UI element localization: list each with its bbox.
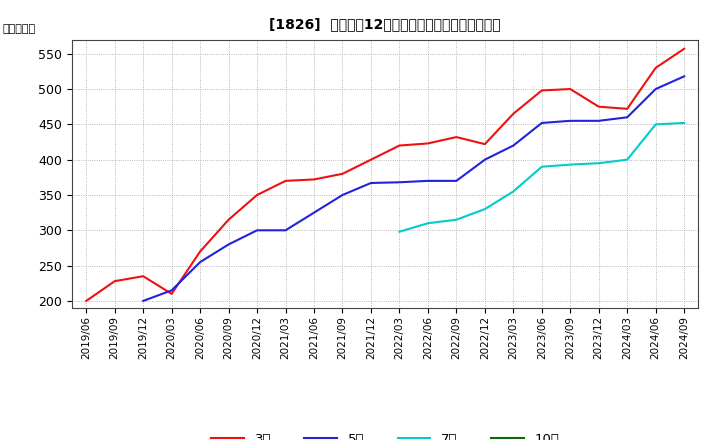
7年 — [423, 220, 432, 226]
5年 — [566, 118, 575, 124]
3年 — [623, 106, 631, 111]
3年 — [680, 46, 688, 51]
3年 — [82, 298, 91, 304]
3年 — [310, 177, 318, 182]
5年 — [225, 242, 233, 247]
3年 — [225, 217, 233, 222]
7年 — [595, 161, 603, 166]
7年 — [480, 206, 489, 212]
3年 — [139, 274, 148, 279]
3年 — [167, 291, 176, 297]
5年 — [680, 73, 688, 79]
5年 — [452, 178, 461, 183]
7年 — [452, 217, 461, 222]
5年 — [310, 210, 318, 215]
3年 — [338, 171, 347, 176]
5年 — [196, 260, 204, 265]
5年 — [595, 118, 603, 124]
7年 — [509, 189, 518, 194]
3年 — [196, 249, 204, 254]
3年 — [452, 135, 461, 140]
3年 — [253, 192, 261, 198]
5年 — [423, 178, 432, 183]
7年 — [537, 164, 546, 169]
7年 — [680, 120, 688, 125]
3年 — [537, 88, 546, 93]
3年 — [566, 86, 575, 92]
3年 — [282, 178, 290, 183]
3年 — [652, 65, 660, 70]
Line: 5年: 5年 — [143, 76, 684, 301]
5年 — [139, 298, 148, 304]
7年 — [652, 122, 660, 127]
5年 — [623, 115, 631, 120]
Legend: 3年, 5年, 7年, 10年: 3年, 5年, 7年, 10年 — [206, 427, 564, 440]
3年 — [110, 279, 119, 284]
3年 — [595, 104, 603, 109]
5年 — [537, 120, 546, 125]
7年 — [395, 229, 404, 235]
5年 — [652, 86, 660, 92]
5年 — [395, 180, 404, 185]
3年 — [509, 111, 518, 117]
7年 — [566, 162, 575, 167]
5年 — [282, 227, 290, 233]
5年 — [366, 180, 375, 186]
Y-axis label: （百万円）: （百万円） — [2, 24, 35, 34]
Title: [1826]  経常利益12か月移動合計の標準偏差の推移: [1826] 経常利益12か月移動合計の標準偏差の推移 — [269, 18, 501, 32]
3年 — [480, 142, 489, 147]
5年 — [253, 227, 261, 233]
3年 — [423, 141, 432, 146]
5年 — [480, 157, 489, 162]
5年 — [167, 288, 176, 293]
Line: 3年: 3年 — [86, 49, 684, 301]
5年 — [338, 192, 347, 198]
3年 — [395, 143, 404, 148]
5年 — [509, 143, 518, 148]
3年 — [366, 157, 375, 162]
Line: 7年: 7年 — [400, 123, 684, 232]
7年 — [623, 157, 631, 162]
